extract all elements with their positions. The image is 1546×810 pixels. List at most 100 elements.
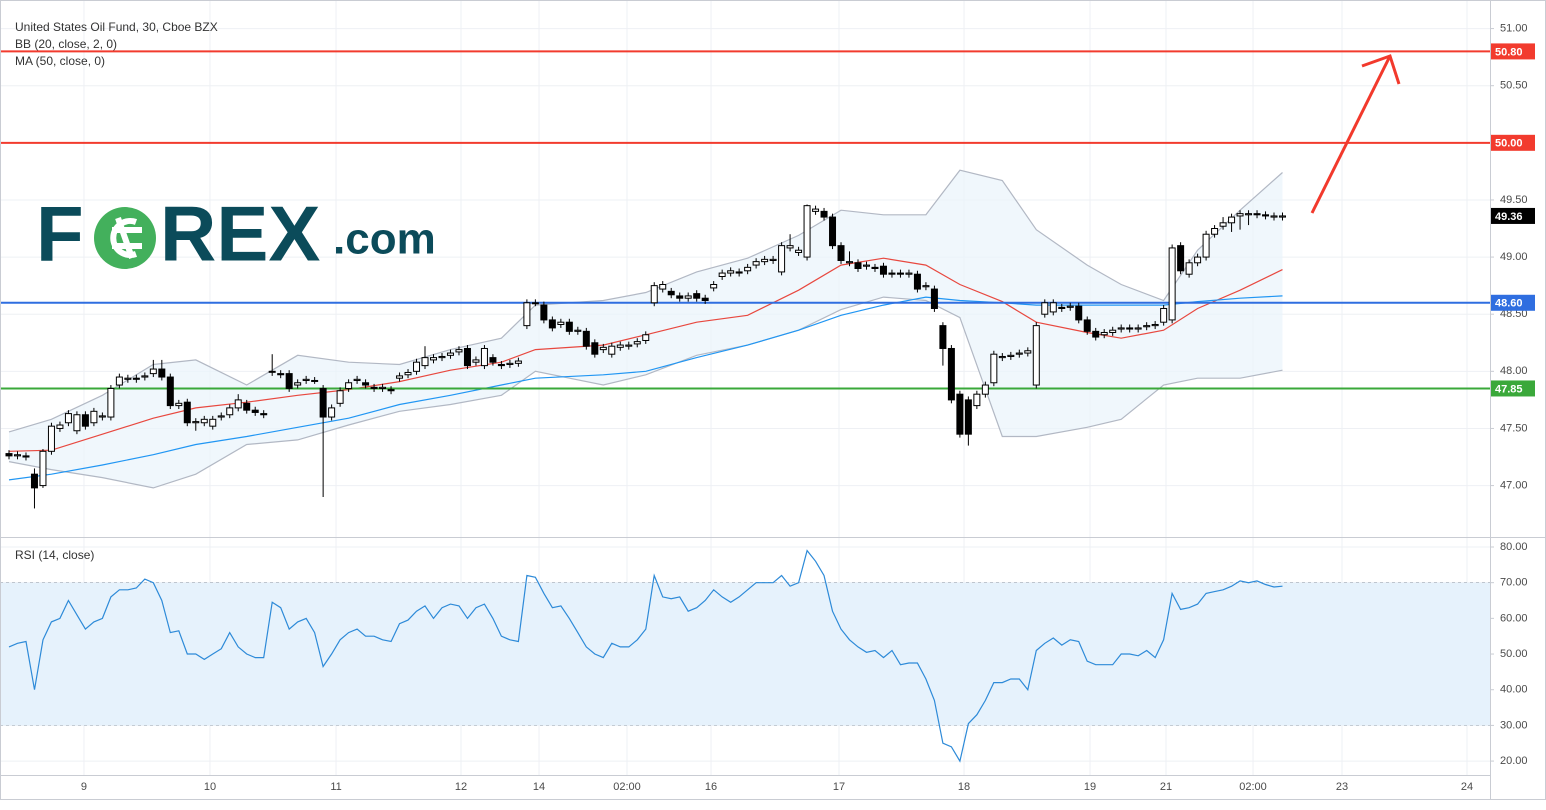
candle-body — [998, 355, 1006, 359]
candle-body — [1109, 329, 1117, 333]
candle-body — [1049, 302, 1057, 313]
candle-body — [1194, 256, 1202, 264]
candle-body — [1177, 245, 1185, 272]
y-tick-label: 50.50 — [1500, 80, 1528, 92]
y-tick-label: 20.00 — [1500, 755, 1528, 767]
candle-body — [183, 401, 191, 424]
candle-body — [1219, 222, 1227, 227]
candle-body — [217, 415, 225, 418]
candle-body — [778, 245, 786, 273]
candle-body — [896, 272, 904, 275]
candle-body — [311, 379, 319, 382]
candle-body — [149, 368, 157, 375]
candle-body — [812, 208, 820, 212]
candle-body — [514, 360, 522, 364]
candle-body — [693, 293, 701, 299]
candle-body — [795, 249, 803, 254]
candle-body — [336, 390, 344, 404]
x-tick-label: 18 — [958, 781, 970, 793]
legend-entry: BB (20, close, 2, 0) — [15, 37, 117, 51]
candle-body — [73, 414, 81, 432]
candle-body — [820, 210, 828, 218]
candle-body — [752, 261, 760, 266]
candle-body — [268, 370, 276, 373]
pane-title: RSI (14, close) — [15, 548, 94, 562]
logo-symbol — [110, 217, 142, 259]
candle-body — [489, 357, 497, 363]
candle-body — [90, 410, 98, 424]
candle-body — [591, 342, 599, 355]
candle-body — [30, 473, 38, 489]
candle-body — [370, 386, 378, 389]
candle-body — [633, 341, 641, 345]
x-tick-label: 23 — [1336, 781, 1348, 793]
candle-body — [480, 347, 488, 367]
candle-body — [829, 216, 837, 247]
chart-title: United States Oil Fund, 30, Cboe BZX — [15, 20, 218, 34]
candle-body — [616, 344, 624, 348]
candle-body — [353, 378, 361, 381]
x-tick-label: 17 — [833, 781, 845, 793]
y-tick-label: 47.50 — [1500, 422, 1528, 434]
candle-body — [854, 262, 862, 269]
candle-body — [1024, 350, 1032, 354]
candle-body — [871, 266, 879, 270]
candle-body — [1083, 319, 1091, 332]
x-tick-label: 12 — [455, 781, 467, 793]
candle-body — [1126, 327, 1134, 330]
candle-body — [277, 373, 285, 376]
candle-body — [744, 266, 752, 272]
y-tick-label: 48.50 — [1500, 308, 1528, 320]
last-price-label: 49.36 — [1495, 211, 1523, 223]
level-tag — [1491, 134, 1535, 151]
logo-suffix: .com — [333, 215, 436, 264]
candle-body — [200, 418, 208, 424]
logo: F REX .com — [36, 190, 436, 278]
x-tick-label: 9 — [81, 781, 87, 793]
candle-body — [964, 399, 972, 435]
candle-body — [1134, 327, 1142, 330]
candle-body — [1168, 247, 1176, 321]
candle-body — [684, 295, 692, 299]
logo-right: REX — [160, 190, 320, 278]
candle-body — [294, 382, 302, 386]
candle-body — [548, 319, 556, 329]
candle-body — [438, 355, 446, 359]
x-tick-label: 02:00 — [613, 781, 641, 793]
moving-average — [8, 295, 1283, 481]
candle-body — [387, 389, 395, 392]
candle-body — [642, 334, 650, 341]
level-tag — [1491, 43, 1535, 60]
candle-body — [879, 265, 887, 275]
candle-body — [1262, 214, 1270, 217]
candle-body — [497, 363, 505, 367]
candle-body — [192, 421, 200, 424]
arrow — [1310, 54, 1401, 214]
candle-body — [1228, 216, 1236, 224]
candle-body — [913, 273, 921, 290]
axes: 47.00 47.50 48.00 48.50 49.00 49.50 50.00 50.50… — [81, 22, 1535, 793]
candle-body — [905, 272, 913, 275]
x-tick-label: 10 — [204, 781, 216, 793]
candle-body — [158, 368, 166, 378]
candle-body — [608, 345, 616, 355]
candle-body — [862, 264, 870, 267]
candle-body — [582, 330, 590, 347]
candle-body — [1236, 213, 1244, 217]
candle-body — [922, 285, 930, 288]
candle-body — [1015, 352, 1023, 355]
candle-body — [659, 283, 667, 290]
level-label: 48.60 — [1495, 298, 1523, 310]
candle-body — [472, 359, 480, 363]
candle-body — [455, 349, 463, 353]
candle-body — [1066, 305, 1074, 308]
candle-body — [735, 271, 743, 274]
candle-body — [1058, 306, 1066, 309]
candle-body — [47, 425, 55, 452]
y-tick-label: 30.00 — [1500, 719, 1528, 731]
candle-body — [5, 453, 13, 457]
candle-body — [1075, 305, 1083, 321]
y-tick-label: 49.50 — [1500, 194, 1528, 206]
logo-left: F — [36, 190, 84, 278]
arrow-shaft — [1310, 55, 1392, 214]
